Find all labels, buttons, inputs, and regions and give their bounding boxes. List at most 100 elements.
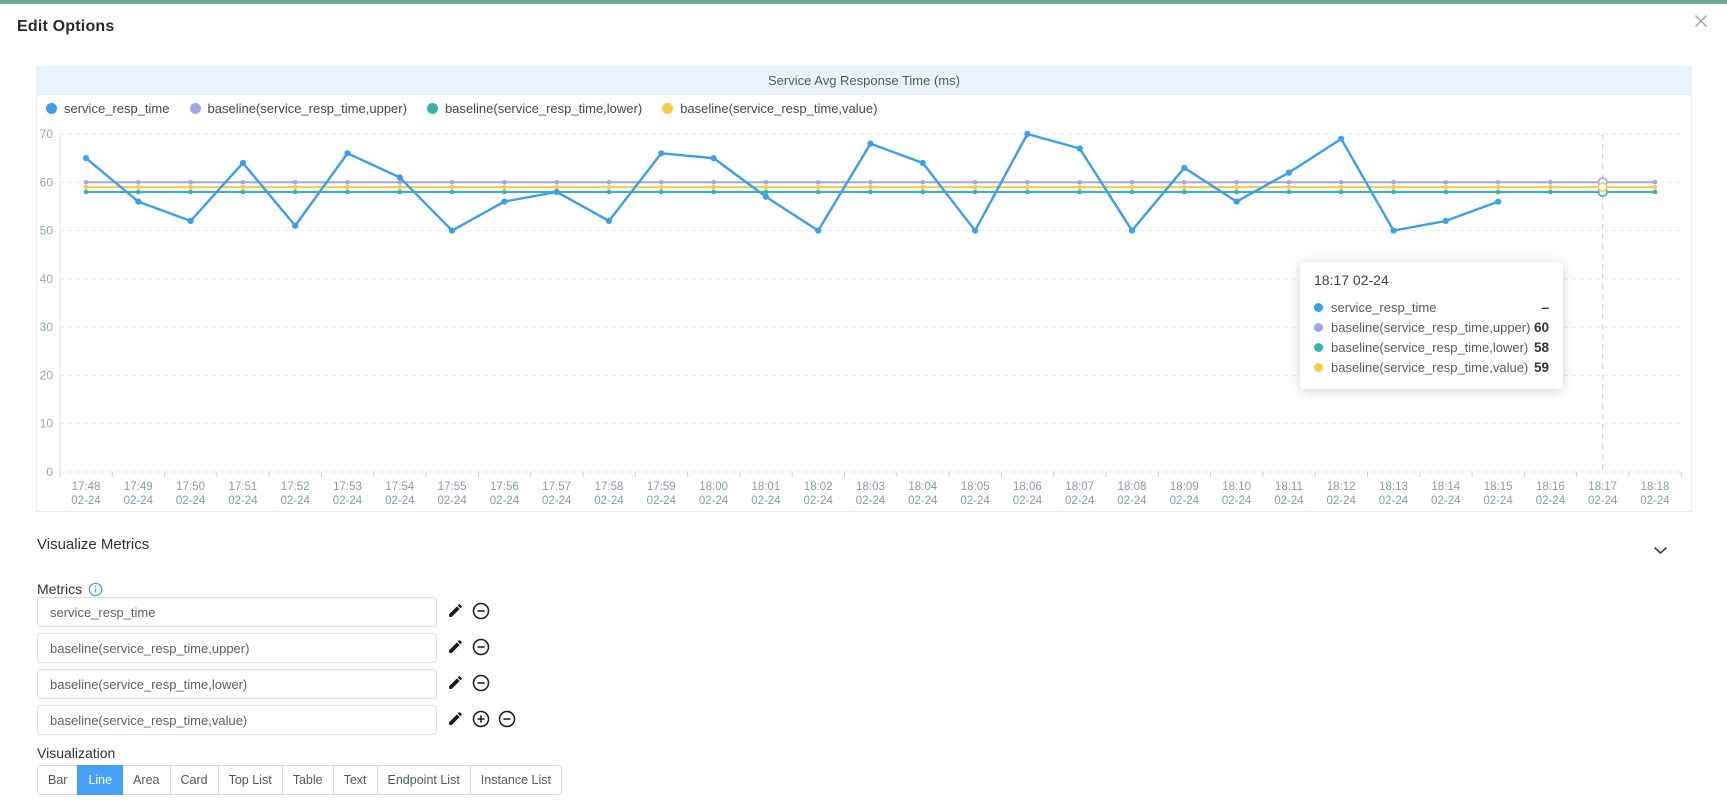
metric-remove-button[interactable] <box>472 602 490 623</box>
svg-text:02-24: 02-24 <box>960 495 990 507</box>
svg-text:17:52: 17:52 <box>281 481 310 493</box>
svg-text:02-24: 02-24 <box>1013 495 1043 507</box>
svg-text:10: 10 <box>40 417 54 431</box>
plus-circle-icon <box>472 710 490 731</box>
svg-text:02-24: 02-24 <box>1640 495 1670 507</box>
tooltip-row: baseline(service_resp_time,upper) 60 <box>1314 317 1549 337</box>
legend-item[interactable]: service_resp_time <box>46 101 170 116</box>
chart-title: Service Avg Response Time (ms) <box>36 66 1692 94</box>
legend-item[interactable]: baseline(service_resp_time,value) <box>662 101 877 116</box>
chart-legend: service_resp_time baseline(service_resp_t… <box>46 101 877 116</box>
chart-area: service_resp_time baseline(service_resp_t… <box>36 94 1692 512</box>
svg-text:18:09: 18:09 <box>1170 481 1199 493</box>
tooltip-series-value: 59 <box>1533 359 1549 375</box>
svg-text:18:01: 18:01 <box>752 481 781 493</box>
viz-option-card[interactable]: Card <box>169 765 219 795</box>
viz-option-endpoint-list[interactable]: Endpoint List <box>376 765 471 795</box>
tooltip-series-value: 58 <box>1533 339 1549 355</box>
chart-panel: Service Avg Response Time (ms) service_r… <box>36 66 1692 512</box>
svg-text:18:05: 18:05 <box>961 481 990 493</box>
svg-text:18:12: 18:12 <box>1327 481 1356 493</box>
page-title: Edit Options <box>17 18 115 35</box>
viz-option-text[interactable]: Text <box>332 765 378 795</box>
svg-text:70: 70 <box>40 127 54 141</box>
tooltip-series-name: baseline(service_resp_time,upper) <box>1331 319 1531 335</box>
svg-text:02-24: 02-24 <box>124 495 154 507</box>
svg-text:18:14: 18:14 <box>1431 481 1460 493</box>
legend-item[interactable]: baseline(service_resp_time,lower) <box>426 101 643 116</box>
metric-edit-button[interactable] <box>447 710 464 730</box>
legend-dot-icon <box>662 103 674 114</box>
metric-input[interactable] <box>37 669 437 699</box>
response-time-chart[interactable]: 0 10 20 30 40 50 60 70 17:48 02-24 17:49 02-24 17:50… <box>37 95 1691 511</box>
svg-text:18:02: 18:02 <box>804 481 833 493</box>
viz-option-area[interactable]: Area <box>122 765 171 795</box>
chart-tooltip: 18:17 02-24 service_resp_time – baseline(s… <box>1300 262 1563 389</box>
metric-input[interactable] <box>37 597 437 627</box>
svg-text:17:55: 17:55 <box>438 481 467 493</box>
metric-edit-button[interactable] <box>447 674 464 694</box>
svg-text:17:54: 17:54 <box>385 481 414 493</box>
viz-option-instance-list[interactable]: Instance List <box>469 765 562 795</box>
legend-label: service_resp_time <box>64 101 170 116</box>
visualize-metrics-section-header[interactable]: Visualize Metrics <box>37 536 1692 560</box>
metrics-list <box>37 597 516 741</box>
metric-remove-button[interactable] <box>472 674 490 695</box>
tooltip-row: service_resp_time – <box>1314 297 1549 317</box>
svg-text:02-24: 02-24 <box>908 495 938 507</box>
metric-edit-button[interactable] <box>447 602 464 622</box>
svg-text:02-24: 02-24 <box>176 495 206 507</box>
svg-text:02-24: 02-24 <box>751 495 781 507</box>
chevron-down-icon[interactable] <box>1653 542 1668 560</box>
tooltip-series-dot-icon <box>1314 342 1323 352</box>
metric-remove-button[interactable] <box>498 710 516 731</box>
svg-text:17:57: 17:57 <box>542 481 571 493</box>
metric-add-button[interactable] <box>472 710 490 731</box>
metric-edit-button[interactable] <box>447 638 464 658</box>
svg-text:17:49: 17:49 <box>124 481 153 493</box>
metric-remove-button[interactable] <box>472 638 490 659</box>
minus-circle-icon <box>498 710 516 731</box>
info-icon[interactable] <box>88 582 103 597</box>
close-icon <box>1693 14 1709 32</box>
viz-option-top-list[interactable]: Top List <box>217 765 283 795</box>
tooltip-series-dot-icon <box>1314 302 1323 312</box>
svg-text:02-24: 02-24 <box>542 495 572 507</box>
svg-text:02-24: 02-24 <box>803 495 833 507</box>
pencil-icon <box>447 674 464 694</box>
pencil-icon <box>447 638 464 658</box>
viz-option-table[interactable]: Table <box>281 765 334 795</box>
legend-dot-icon <box>426 103 438 114</box>
svg-text:02-24: 02-24 <box>699 495 729 507</box>
svg-text:02-24: 02-24 <box>647 495 677 507</box>
svg-text:18:00: 18:00 <box>699 481 728 493</box>
svg-text:18:06: 18:06 <box>1013 481 1042 493</box>
metric-input[interactable] <box>37 633 437 663</box>
svg-text:0: 0 <box>46 465 53 479</box>
tooltip-series-name: service_resp_time <box>1331 299 1437 315</box>
svg-text:02-24: 02-24 <box>1379 495 1409 507</box>
svg-text:17:56: 17:56 <box>490 481 519 493</box>
minus-circle-icon <box>472 674 490 695</box>
svg-text:02-24: 02-24 <box>437 495 467 507</box>
svg-text:02-24: 02-24 <box>1536 495 1566 507</box>
svg-text:02-24: 02-24 <box>333 495 363 507</box>
metric-input[interactable] <box>37 705 437 735</box>
minus-circle-icon <box>472 638 490 659</box>
svg-text:18:17: 18:17 <box>1588 481 1617 493</box>
close-button[interactable] <box>1691 12 1711 32</box>
svg-text:02-24: 02-24 <box>1117 495 1147 507</box>
legend-label: baseline(service_resp_time,lower) <box>444 101 643 116</box>
viz-option-line[interactable]: Line <box>77 765 124 795</box>
viz-option-bar[interactable]: Bar <box>37 765 79 795</box>
legend-label: baseline(service_resp_time,upper) <box>207 101 407 116</box>
legend-dot-icon <box>46 103 57 114</box>
top-accent-bar <box>0 0 1727 4</box>
legend-item[interactable]: baseline(service_resp_time,upper) <box>189 101 407 116</box>
svg-text:02-24: 02-24 <box>1274 495 1304 507</box>
svg-text:17:50: 17:50 <box>176 481 205 493</box>
svg-text:18:13: 18:13 <box>1379 481 1408 493</box>
section-title: Visualize Metrics <box>37 536 150 553</box>
svg-text:60: 60 <box>40 175 54 189</box>
tooltip-series-dot-icon <box>1314 322 1323 332</box>
